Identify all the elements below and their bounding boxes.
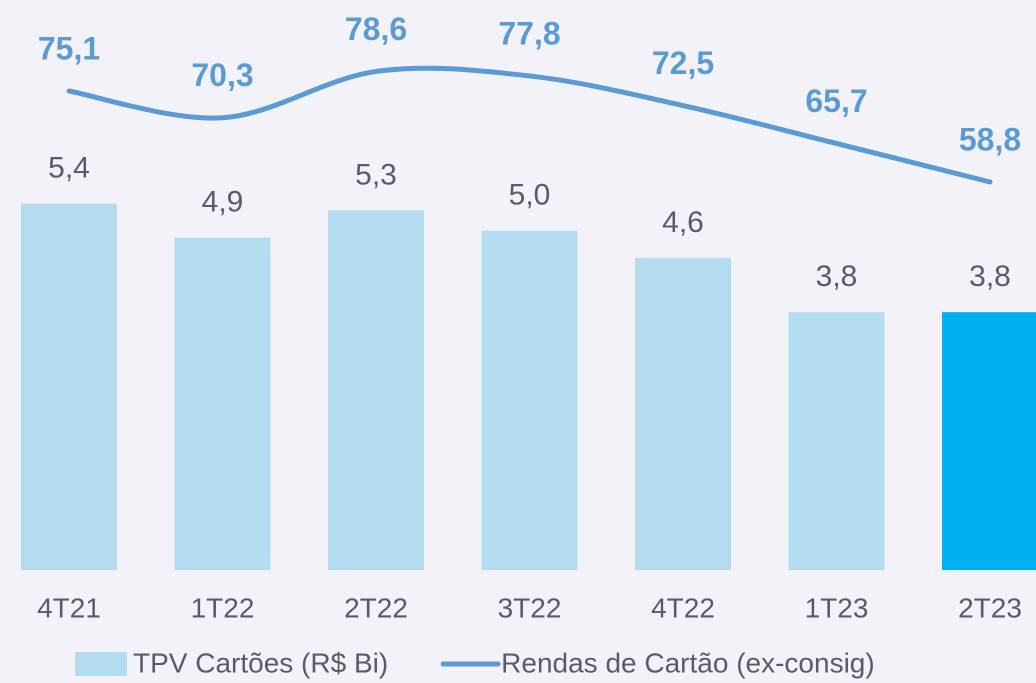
bar [942,312,1036,570]
line-value-label: 65,7 [805,83,867,119]
bar [174,237,271,570]
x-tick-label: 3T22 [498,592,562,623]
bar-value-label: 4,6 [662,206,704,239]
x-tick-label: 4T21 [37,592,101,623]
x-tick-label: 4T22 [651,592,715,623]
bar [328,210,424,570]
bar-value-label: 5,3 [355,158,397,191]
line [66,65,993,185]
bar-value-label: 5,0 [509,179,551,212]
line-value-label: 58,8 [959,121,1021,157]
bar-value-label: 3,8 [969,260,1011,293]
x-tick-label: 1T23 [805,592,869,623]
bar-value-label: 3,8 [816,260,858,293]
bar-value-label: 5,4 [48,151,90,184]
bar [21,203,117,571]
legend-label: Rendas de Cartão (ex-consig) [501,647,875,678]
bar-value-label: 4,9 [202,185,244,218]
x-tick-label: 2T22 [344,592,408,623]
bar [481,230,578,570]
legend-swatch [75,652,127,676]
bar [635,257,731,570]
line-value-label: 70,3 [191,57,253,93]
x-tick-label: 2T23 [958,592,1022,623]
legend-label: TPV Cartões (R$ Bi) [133,647,388,678]
line-value-label: 77,8 [498,15,560,51]
x-tick-label: 1T22 [191,592,255,623]
line-value-label: 72,5 [652,45,714,81]
bar [788,312,885,570]
line-value-label: 75,1 [38,30,100,66]
line-value-label: 78,6 [345,11,407,47]
